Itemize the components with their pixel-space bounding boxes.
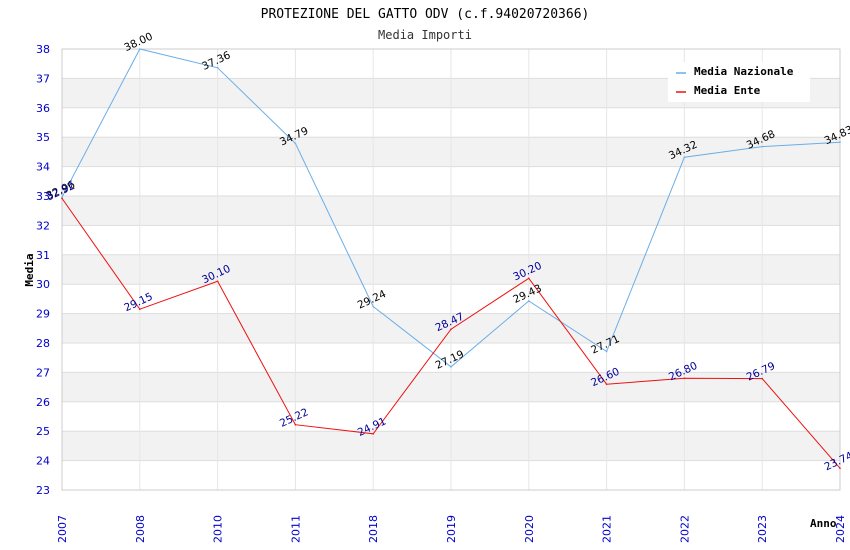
y-tick-label: 29 — [36, 308, 50, 321]
data-point — [294, 423, 297, 426]
data-point — [61, 196, 63, 198]
plot-frame — [61, 48, 841, 491]
data-point — [216, 67, 219, 69]
legend: Media Nazionale Media Ente — [668, 62, 810, 102]
data-point — [372, 305, 375, 308]
y-tick-label: 28 — [36, 337, 50, 350]
data-label: 29.24 — [356, 288, 389, 312]
x-tick-label: 2018 — [367, 515, 380, 543]
y-tick-label: 27 — [36, 366, 50, 379]
chart-title: PROTEZIONE DEL GATTO ODV (c.f.9402072036… — [261, 7, 590, 22]
data-point — [528, 277, 530, 280]
data-label: 29.15 — [122, 291, 154, 315]
x-tick-label: 2022 — [678, 515, 691, 543]
data-point — [139, 48, 141, 50]
series-layer — [61, 48, 841, 470]
data-point — [683, 377, 686, 380]
y-tick-label: 31 — [36, 249, 50, 262]
data-point — [294, 142, 297, 145]
data-point — [605, 383, 608, 385]
data-point — [839, 467, 841, 470]
x-tick-label: 2021 — [601, 515, 614, 543]
data-point — [61, 197, 63, 200]
data-point — [761, 377, 763, 380]
x-tick-label: 2020 — [523, 515, 536, 543]
x-tick-label: 2024 — [834, 515, 847, 543]
data-point — [605, 350, 608, 353]
data-point — [139, 308, 141, 310]
grid-lines — [61, 48, 841, 491]
x-tick-label: 2011 — [289, 515, 302, 543]
y-tick-label: 30 — [36, 278, 50, 291]
y-tick-label: 23 — [36, 484, 50, 497]
legend-label-nazionale: Media Nazionale — [694, 65, 794, 78]
y-axis-label: Media — [23, 253, 36, 286]
x-tick-label: 2010 — [212, 515, 225, 543]
y-tick-label: 32 — [36, 219, 50, 232]
x-tick-label: 2008 — [134, 515, 147, 543]
data-point — [216, 280, 219, 283]
data-label: 27.19 — [434, 348, 466, 372]
y-tick-label: 26 — [36, 396, 50, 409]
y-tick-label: 35 — [36, 131, 50, 144]
x-axis-ticks: 2007 2008 2010 2011 2018 2019 2020 2021 2022 2023… — [56, 515, 847, 543]
data-point — [528, 300, 530, 302]
x-tick-label: 2019 — [445, 515, 458, 543]
data-point — [372, 433, 375, 435]
x-axis-label: Anno — [810, 517, 837, 530]
y-axis-ticks: 23 24 25 26 27 28 29 30 31 32 33 34 35 36 37 38 — [36, 43, 50, 497]
y-tick-label: 36 — [36, 102, 50, 115]
y-tick-label: 34 — [36, 161, 50, 174]
data-label: 37.36 — [200, 49, 233, 73]
y-tick-label: 37 — [36, 72, 50, 85]
y-tick-label: 24 — [36, 455, 50, 468]
x-tick-label: 2023 — [756, 515, 769, 543]
x-tick-label: 2007 — [56, 515, 69, 543]
legend-box — [668, 62, 810, 102]
data-point — [450, 366, 452, 368]
chart-subtitle: Media Importi — [378, 28, 472, 42]
y-tick-label: 38 — [36, 43, 50, 56]
data-point — [761, 145, 763, 148]
legend-label-ente: Media Ente — [694, 84, 761, 97]
data-point — [450, 328, 452, 330]
y-tick-label: 33 — [36, 190, 50, 203]
data-point — [683, 156, 686, 158]
data-point — [839, 141, 841, 143]
y-tick-label: 25 — [36, 425, 50, 438]
